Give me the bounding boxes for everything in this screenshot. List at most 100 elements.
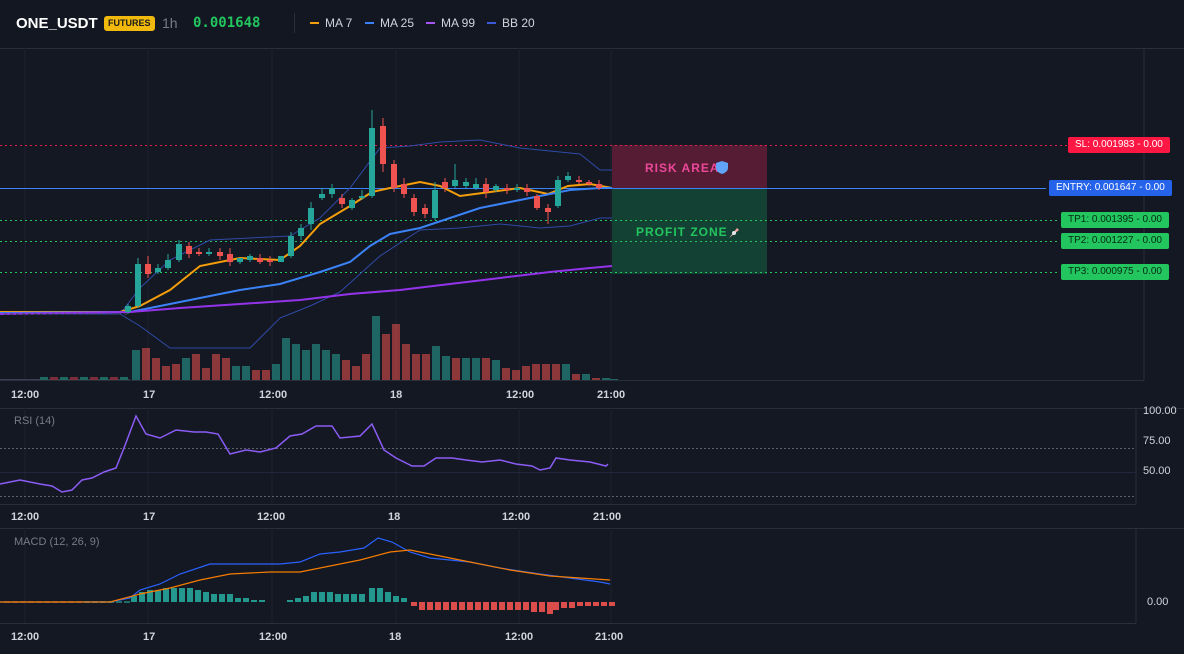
macd-hist-bar [251, 600, 257, 602]
volume-bar [602, 378, 610, 380]
macd-hist-bar [303, 596, 309, 602]
macd-hist-bar [553, 602, 559, 610]
candle[interactable] [565, 172, 571, 182]
volume-bar [322, 350, 330, 380]
candle[interactable] [483, 178, 489, 198]
candle[interactable] [257, 254, 263, 264]
rsi-chart-canvas[interactable] [0, 408, 1184, 528]
legend-bb20[interactable]: BB 20 [487, 16, 535, 30]
candle[interactable] [339, 194, 345, 208]
macd-hist-bar [377, 588, 383, 602]
macd-hist-bar [411, 602, 417, 606]
candle[interactable] [217, 248, 223, 260]
candle[interactable] [237, 258, 243, 264]
candle[interactable] [267, 256, 273, 266]
candle[interactable] [349, 198, 355, 210]
volume-bar [262, 370, 270, 380]
volume-bar [572, 374, 580, 380]
candle[interactable] [298, 224, 304, 240]
candle[interactable] [288, 232, 294, 258]
macd-hist-bar [569, 602, 575, 608]
candle[interactable] [308, 202, 314, 230]
risk-area-zone [612, 145, 767, 188]
macd-pane[interactable]: MACD (12, 26, 9) 0.00 12:00 17 12:00 18 … [0, 528, 1184, 649]
tp1-tag[interactable]: TP1: 0.001395 - 0.00 [1061, 212, 1169, 228]
macd-hist-bar [601, 602, 607, 606]
legend-label: MA 25 [380, 16, 415, 30]
candle[interactable] [380, 118, 386, 172]
candle[interactable] [493, 184, 499, 192]
candle[interactable] [452, 164, 458, 188]
candlesticks[interactable] [4, 110, 602, 315]
candle[interactable] [206, 248, 212, 256]
candle[interactable] [534, 194, 540, 210]
legend-ma25[interactable]: MA 25 [365, 16, 414, 30]
candle[interactable] [135, 258, 141, 308]
profit-zone-label: PROFIT ZONE [636, 225, 728, 239]
candle[interactable] [359, 190, 365, 200]
tp3-tag[interactable]: TP3: 0.000975 - 0.00 [1061, 264, 1169, 280]
candle[interactable] [463, 178, 469, 188]
symbol-name[interactable]: ONE_USDT [16, 15, 98, 32]
entry-tag[interactable]: ENTRY: 0.001647 - 0.00 [1049, 180, 1172, 196]
candle[interactable] [432, 182, 438, 220]
candle[interactable] [155, 264, 161, 274]
candle[interactable] [278, 256, 284, 262]
candle[interactable] [586, 180, 592, 186]
sl-tag[interactable]: SL: 0.001983 - 0.00 [1068, 137, 1170, 153]
candle[interactable] [391, 160, 397, 192]
price-chart-canvas[interactable]: RISK AREA PROFIT ZONE [0, 48, 1184, 408]
rsi-pane[interactable]: RSI (14) 100.00 75.00 50.00 12:00 17 12:… [0, 405, 1184, 528]
candle[interactable] [576, 176, 582, 184]
legend-ma99[interactable]: MA 99 [426, 16, 475, 30]
tp2-tag[interactable]: TP2: 0.001227 - 0.00 [1061, 233, 1169, 249]
volume-bar [492, 360, 500, 380]
candle[interactable] [401, 178, 407, 198]
candle[interactable] [514, 184, 520, 192]
volume-bar [272, 364, 280, 380]
macd-chart-canvas[interactable] [0, 528, 1184, 649]
macd-hist-bar [427, 602, 433, 610]
candle[interactable] [145, 256, 151, 278]
candle[interactable] [227, 248, 233, 266]
candle[interactable] [369, 110, 375, 198]
legend-ma7[interactable]: MA 7 [310, 16, 352, 30]
candle[interactable] [176, 240, 182, 262]
candle[interactable] [422, 204, 428, 218]
candle[interactable] [442, 178, 448, 192]
candle[interactable] [555, 176, 561, 208]
volume-bar [162, 366, 170, 380]
macd-hist-bar [491, 602, 497, 610]
time-label: 12:00 [11, 389, 40, 401]
time-label: 12:00 [259, 631, 288, 643]
candle[interactable] [319, 188, 325, 200]
candle[interactable] [125, 304, 131, 314]
macd-hist-bar [163, 588, 169, 602]
time-label: 12:00 [506, 389, 535, 401]
candle[interactable] [186, 242, 192, 258]
volume-bar [542, 364, 550, 380]
macd-hist-bar [343, 594, 349, 602]
volume-bar [562, 364, 570, 380]
candle[interactable] [524, 184, 530, 196]
candle[interactable] [411, 194, 417, 216]
time-label: 21:00 [597, 389, 626, 401]
risk-area-label: RISK AREA [645, 161, 720, 175]
macd-hist-bar [211, 594, 217, 602]
timeframe-label[interactable]: 1h [162, 15, 178, 31]
candle[interactable] [545, 204, 551, 224]
time-label: 18 [390, 389, 403, 401]
volume-bar [100, 377, 108, 380]
candle[interactable] [247, 254, 253, 262]
candle[interactable] [596, 180, 602, 190]
candle[interactable] [329, 184, 335, 198]
candle[interactable] [473, 178, 479, 190]
price-pane[interactable]: RISK AREA PROFIT ZONE 12:00 17 12:00 18 … [0, 48, 1184, 408]
candle[interactable] [165, 254, 171, 270]
candle[interactable] [196, 248, 202, 256]
volume-bar [40, 377, 48, 380]
time-label: 17 [143, 389, 156, 401]
volume-bar [142, 348, 150, 380]
candle[interactable] [504, 184, 510, 194]
macd-hist-bar [351, 594, 357, 602]
